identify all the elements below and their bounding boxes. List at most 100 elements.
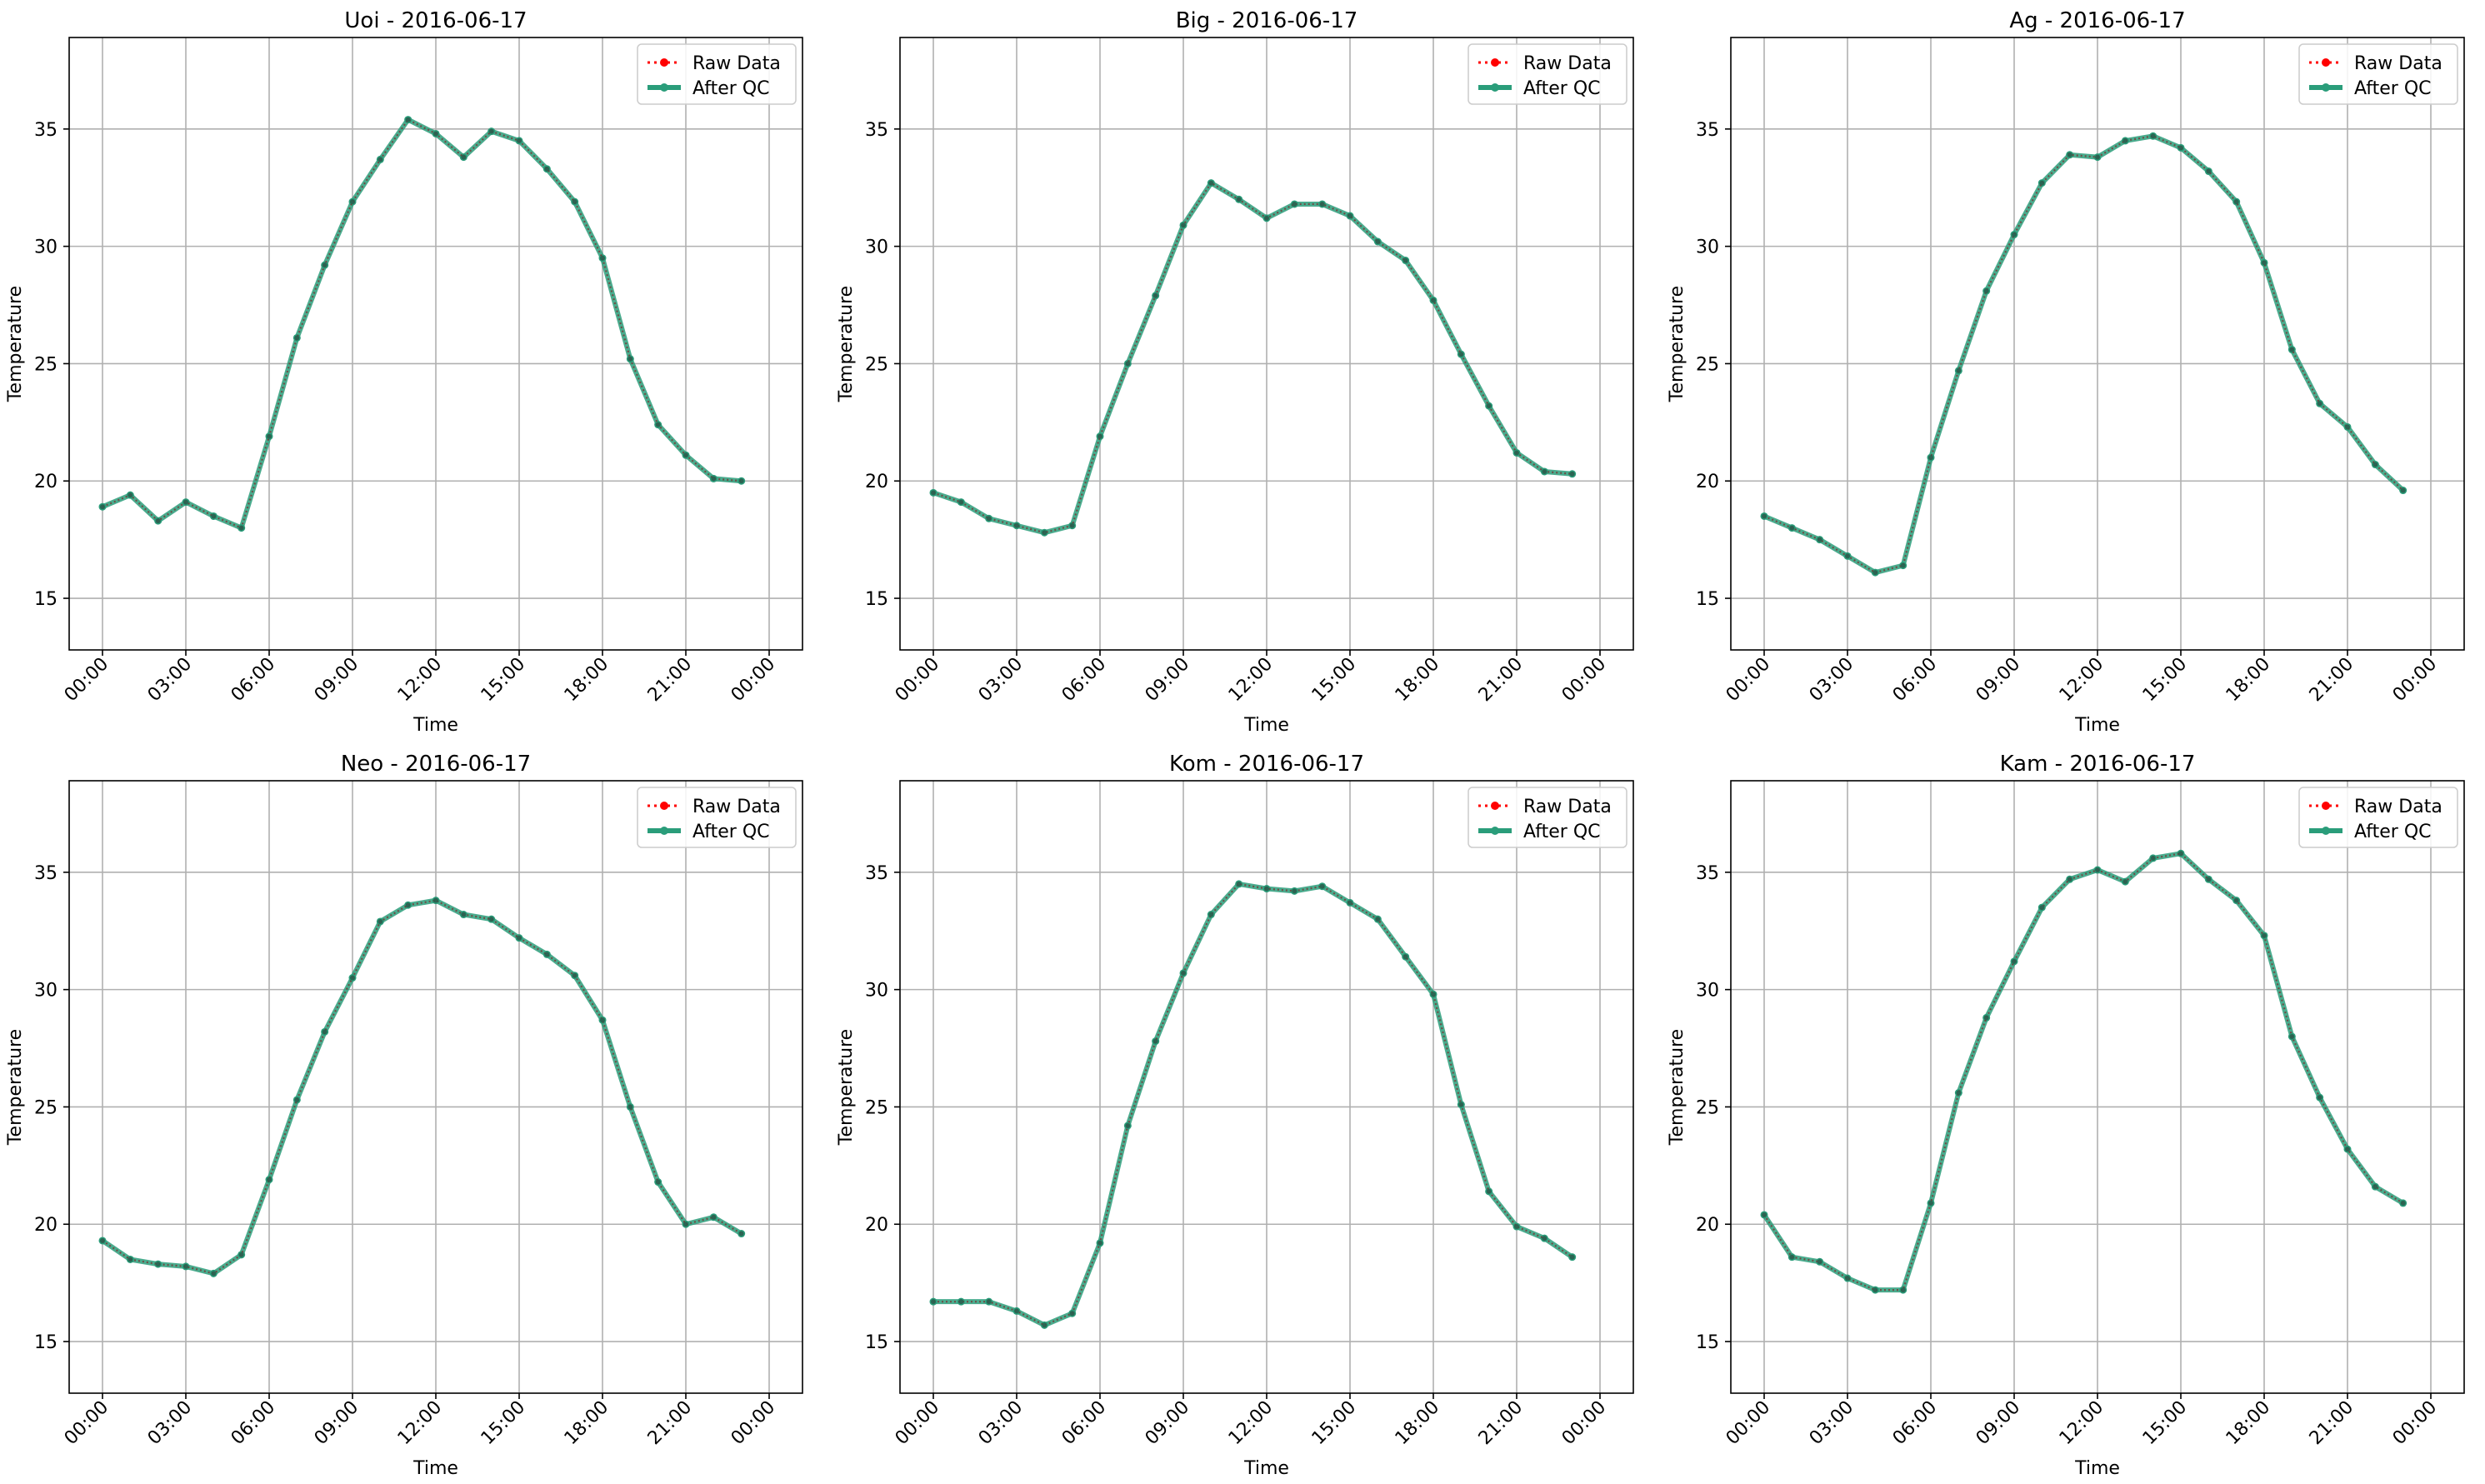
subplot-3: 15 20 25 30 35 00:00 03:00 06:00 09:00 12:00 15:00…	[1667, 8, 2465, 736]
raw-data-point	[100, 1237, 105, 1243]
raw-data-point	[1181, 222, 1186, 228]
raw-data-point	[628, 356, 633, 362]
series-line-after-qc	[933, 881, 1574, 1328]
x-tick-label: 09:00	[311, 1397, 363, 1450]
y-tick-label: 15	[1696, 1332, 1719, 1353]
raw-data-point	[931, 1299, 936, 1305]
x-tick-label: 00:00	[1722, 1397, 1775, 1450]
legend-raw-label: Raw Data	[1523, 797, 1612, 817]
raw-data-point	[267, 433, 272, 439]
y-tick-label: 35	[865, 120, 888, 141]
raw-data-point	[1375, 239, 1381, 244]
raw-data-point	[1569, 1254, 1575, 1260]
grid	[900, 37, 1633, 650]
x-axis-label: Time	[1243, 1458, 1289, 1479]
raw-data-point	[1152, 292, 1158, 298]
x-tick-label: 18:00	[1392, 654, 1444, 707]
raw-data-point	[1845, 1276, 1850, 1282]
legend: Raw Data After QC	[637, 43, 797, 105]
x-tick-label: 21:00	[2306, 1397, 2358, 1450]
raw-data-point	[183, 1263, 188, 1269]
y-tick-label: 25	[34, 1097, 58, 1118]
raw-data-point	[1014, 1308, 1019, 1314]
legend-qc-marker	[2322, 827, 2330, 835]
raw-data-point	[2233, 199, 2239, 205]
raw-data-point	[2317, 1095, 2322, 1101]
y-tick-label: 25	[1696, 354, 1719, 375]
raw-data-point	[2400, 487, 2406, 493]
y-tick-label: 25	[34, 354, 58, 375]
subplot-5: 15 20 25 30 35 00:00 03:00 06:00 09:00 12:00 15:00…	[836, 752, 1634, 1479]
x-tick-label: 15:00	[478, 1397, 530, 1450]
raw-data-point	[1069, 1311, 1075, 1317]
x-tick-label: 00:00	[61, 654, 113, 707]
legend: Raw Data After QC	[1468, 787, 1628, 848]
raw-data-point	[572, 972, 578, 978]
raw-data-point	[461, 154, 467, 160]
raw-data-point	[2233, 897, 2239, 903]
raw-data-point	[183, 499, 188, 505]
raw-data-point	[2067, 877, 2072, 882]
raw-data-point	[1319, 201, 1325, 207]
raw-data-point	[1514, 1224, 1519, 1230]
y-tick-label: 25	[1696, 1097, 1719, 1118]
raw-data-point	[2400, 1200, 2406, 1206]
x-tick-label: 09:00	[1972, 654, 2025, 707]
raw-data-point	[128, 492, 133, 498]
legend-qc-marker	[1491, 827, 1499, 835]
y-tick-label: 30	[865, 981, 888, 1002]
x-tick-label: 18:00	[561, 1397, 613, 1450]
grid	[1731, 37, 2464, 650]
raw-data-point	[1872, 570, 1878, 576]
x-tick-label: 06:00	[1058, 654, 1111, 707]
raw-data-point	[1181, 970, 1186, 976]
raw-data-point	[1845, 553, 1850, 559]
raw-data-point	[1817, 537, 1822, 542]
raw-data-point	[544, 166, 550, 172]
raw-data-point	[238, 1252, 244, 1257]
x-tick-label: 00:00	[2389, 654, 2442, 707]
raw-data-point	[1348, 900, 1352, 906]
x-tick-label: 03:00	[1806, 654, 1858, 707]
raw-data-point	[1431, 992, 1436, 997]
x-tick-label: 06:00	[1058, 1397, 1111, 1450]
raw-data-point	[517, 935, 522, 941]
raw-data-point	[2178, 851, 2183, 857]
y-tick-label: 20	[865, 472, 888, 492]
raw-data-point	[1956, 367, 1962, 373]
x-tick-label: 12:00	[2056, 654, 2108, 707]
series-line-raw-data	[933, 882, 1573, 1327]
x-tick-label: 00:00	[1558, 1397, 1611, 1450]
raw-data-point	[378, 157, 383, 162]
raw-data-point	[1098, 433, 1102, 439]
raw-data-point	[1542, 1236, 1548, 1242]
y-tick-label: 15	[34, 589, 58, 610]
legend-qc-label: After QC	[692, 78, 770, 99]
y-axis-label: Temperature	[5, 1029, 26, 1146]
raw-data-point	[238, 525, 244, 531]
legend-raw-marker	[660, 58, 668, 67]
x-tick-label: 06:00	[228, 1397, 280, 1450]
series-line-after-qc	[932, 180, 1572, 536]
legend-qc-marker	[1491, 83, 1499, 92]
subplot-1: 15 20 25 30 35 00:00 03:00 06:00 09:00 12:00 15:00…	[5, 8, 803, 736]
x-axis-label: Time	[412, 1458, 458, 1479]
raw-data-point	[378, 918, 383, 924]
raw-data-point	[2345, 424, 2350, 430]
series-line-raw-data	[102, 118, 742, 530]
x-tick-label: 12:00	[1225, 654, 1278, 707]
raw-data-point	[1817, 1259, 1822, 1265]
raw-data-point	[1431, 297, 1436, 303]
raw-data-point	[128, 1257, 133, 1262]
legend-raw-label: Raw Data	[692, 797, 781, 817]
x-tick-label: 03:00	[144, 1397, 197, 1450]
raw-data-point	[2372, 462, 2378, 467]
raw-data-point	[2150, 133, 2156, 139]
x-tick-label: 18:00	[561, 654, 613, 707]
raw-data-point	[572, 199, 578, 205]
y-tick-label: 15	[865, 589, 888, 610]
raw-data-point	[1264, 215, 1269, 221]
legend-raw-marker	[1491, 58, 1499, 67]
raw-data-point	[2067, 152, 2072, 157]
y-axis-label: Temperature	[836, 286, 857, 402]
